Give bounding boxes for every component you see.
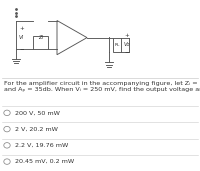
Text: −: − (124, 49, 129, 55)
Text: Vo: Vo (124, 42, 130, 48)
Text: Zi: Zi (38, 35, 43, 40)
Text: RL: RL (115, 43, 120, 47)
Text: +: + (19, 25, 24, 31)
Text: 2.2 V, 19.76 mW: 2.2 V, 19.76 mW (15, 143, 68, 148)
Text: −: − (19, 46, 24, 51)
Text: 200 V, 50 mW: 200 V, 50 mW (15, 110, 60, 115)
Text: +: + (124, 33, 129, 38)
Text: 2 V, 20.2 mW: 2 V, 20.2 mW (15, 127, 58, 132)
Text: Vi: Vi (19, 35, 24, 40)
Text: For the amplifier circuit in the accompanying figure, let Zᵢ = 10 kΩ and Rₗ = 25: For the amplifier circuit in the accompa… (4, 81, 200, 92)
Text: 20.45 mV, 0.2 mW: 20.45 mV, 0.2 mW (15, 159, 74, 164)
